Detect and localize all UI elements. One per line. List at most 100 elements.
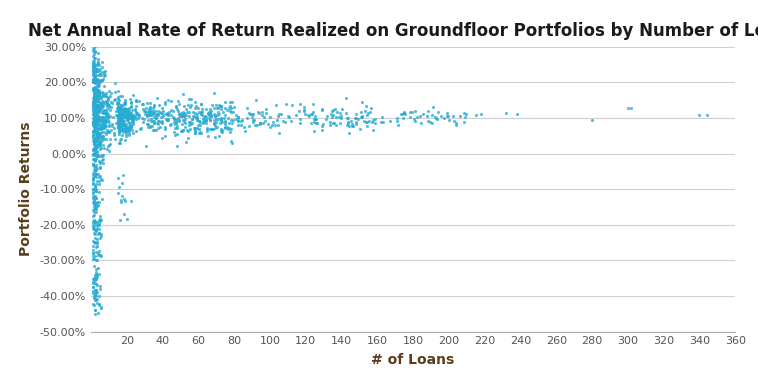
Point xyxy=(93,115,105,121)
Point xyxy=(90,188,102,194)
Point xyxy=(260,106,272,112)
Point xyxy=(307,100,319,106)
Point xyxy=(337,106,349,112)
Point xyxy=(89,122,102,128)
Point xyxy=(115,197,127,203)
Point xyxy=(127,117,139,123)
Point xyxy=(448,118,460,124)
Point xyxy=(95,176,107,182)
Point xyxy=(114,105,127,111)
Point xyxy=(154,109,166,115)
Point xyxy=(111,117,124,124)
Point xyxy=(89,235,102,241)
Point xyxy=(89,89,102,95)
Point xyxy=(90,105,102,112)
Point xyxy=(121,112,133,118)
Point xyxy=(87,151,99,157)
Point xyxy=(88,157,100,163)
Point xyxy=(208,110,220,117)
Point xyxy=(89,310,102,317)
Point xyxy=(158,111,170,117)
Point xyxy=(169,121,181,127)
Point xyxy=(89,140,101,147)
Point xyxy=(118,111,130,117)
Point xyxy=(316,127,328,133)
Point xyxy=(190,128,202,134)
Point xyxy=(89,64,101,71)
Point xyxy=(114,119,126,126)
Point xyxy=(286,102,298,108)
Point xyxy=(143,110,155,116)
Point xyxy=(100,109,112,115)
Point xyxy=(171,117,183,123)
Point xyxy=(97,103,109,110)
Point xyxy=(89,109,101,115)
Point xyxy=(327,107,340,113)
Point xyxy=(97,101,109,107)
Point xyxy=(119,126,131,133)
Point xyxy=(116,126,128,132)
Point xyxy=(99,124,111,130)
Point xyxy=(150,114,162,121)
Point xyxy=(117,108,129,115)
Point xyxy=(102,95,114,101)
Point xyxy=(91,79,103,85)
Point xyxy=(99,106,111,113)
Point xyxy=(368,126,380,133)
Point xyxy=(227,109,239,115)
Point xyxy=(88,121,100,127)
Point xyxy=(155,120,168,126)
Point xyxy=(90,78,102,84)
Point xyxy=(298,108,310,114)
Point xyxy=(137,101,149,107)
Point xyxy=(87,121,99,128)
Point xyxy=(89,141,101,147)
Point xyxy=(92,116,105,122)
Point xyxy=(114,137,127,144)
Point xyxy=(198,119,210,125)
Point xyxy=(96,104,108,110)
Point xyxy=(333,113,345,120)
Point xyxy=(233,122,245,128)
Point xyxy=(205,112,218,118)
Point xyxy=(183,122,196,128)
Point xyxy=(88,85,100,91)
Point xyxy=(129,114,141,120)
Point xyxy=(92,50,104,57)
Point xyxy=(398,110,410,116)
Point xyxy=(622,105,634,111)
Point xyxy=(89,69,102,76)
Point xyxy=(87,284,99,291)
Point xyxy=(91,130,103,136)
Point xyxy=(159,124,171,130)
Point xyxy=(89,102,101,108)
Point xyxy=(89,73,101,79)
Point xyxy=(87,119,99,125)
Point xyxy=(92,98,104,104)
Point xyxy=(87,247,99,254)
Point xyxy=(87,128,99,135)
Point xyxy=(127,114,139,120)
Point xyxy=(91,75,103,82)
Point xyxy=(90,181,102,187)
Point xyxy=(89,67,102,74)
Point xyxy=(90,227,102,233)
Point xyxy=(256,109,268,115)
Point xyxy=(124,110,136,117)
Point xyxy=(190,130,202,136)
Point xyxy=(93,218,105,224)
Point xyxy=(190,110,202,116)
Point xyxy=(89,165,102,171)
Point xyxy=(374,119,387,125)
Point xyxy=(168,114,180,120)
Point xyxy=(181,127,193,133)
Point xyxy=(195,110,207,116)
Point xyxy=(90,162,102,168)
Point xyxy=(146,109,158,115)
Point xyxy=(87,118,99,124)
Point xyxy=(458,119,470,125)
Point xyxy=(121,114,133,121)
Point xyxy=(88,198,100,204)
Point xyxy=(89,163,101,169)
Point xyxy=(112,175,124,181)
